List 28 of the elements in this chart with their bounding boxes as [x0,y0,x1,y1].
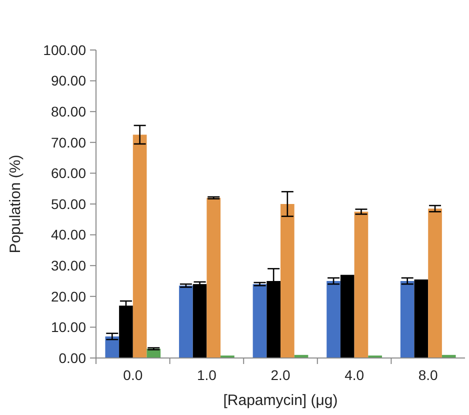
bar [354,212,368,358]
bar [428,208,442,358]
x-tick-label: 2.0 [270,367,290,383]
y-tick-label: 20.00 [50,288,86,304]
y-tick-label: 50.00 [50,196,86,212]
x-tick-label: 0.0 [123,367,143,383]
y-tick-label: 90.00 [50,72,86,89]
y-axis-title: Population (%) [7,154,24,254]
bar [252,284,267,358]
bar [132,134,147,358]
bar [179,286,193,358]
y-tick-label: 30.00 [50,258,86,274]
bar [280,204,294,358]
y-tick-label: 60.00 [50,165,86,182]
x-axis-title: [Rapamycin] (μg) [223,392,338,409]
y-tick-label: 100.00 [43,42,86,58]
bar [206,198,221,358]
bar [326,281,340,358]
y-tick-label: 80.00 [50,104,86,120]
x-tick-label: 4.0 [344,367,364,383]
x-tick-label: 1.0 [196,367,217,383]
bar [400,281,414,358]
bar [105,336,120,358]
y-tick-label: 10.00 [50,319,86,336]
x-tick-label: 8.0 [418,367,438,383]
y-tick-label: 40.00 [50,226,86,243]
y-tick-label: 70.00 [50,134,86,150]
y-tick-label: 0.00 [58,350,86,366]
